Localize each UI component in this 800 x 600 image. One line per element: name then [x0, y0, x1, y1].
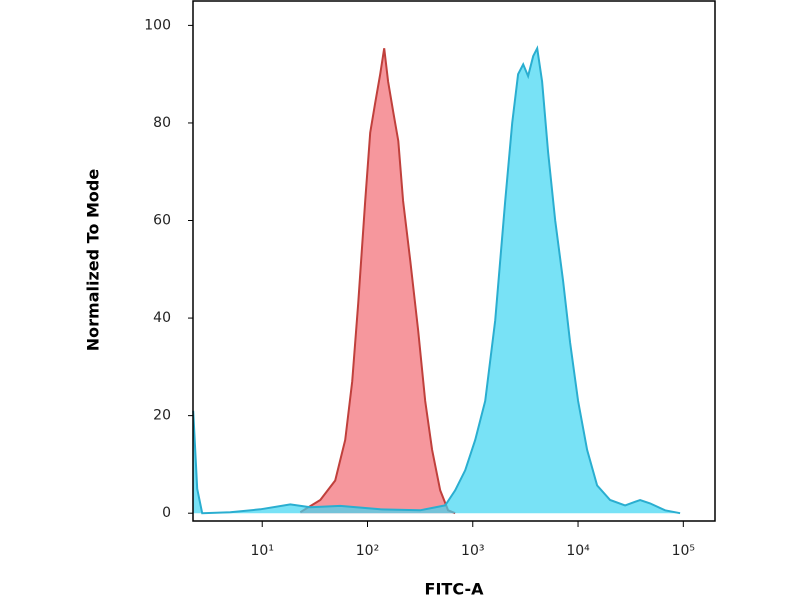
y-tick-label: 100: [144, 17, 171, 33]
x-tick-label: 10⁵: [672, 543, 695, 559]
x-tick-label: 10⁴: [566, 543, 590, 559]
histogram-area: [300, 48, 456, 514]
y-axis-title: Normalized To Mode: [84, 169, 103, 352]
x-tick-label: 10³: [461, 543, 484, 559]
y-tick-label: 20: [153, 408, 171, 424]
x-axis-title: FITC-A: [425, 580, 485, 599]
y-tick-label: 80: [153, 115, 171, 131]
x-tick-label: 10¹: [251, 543, 274, 559]
x-tick-label: 10²: [356, 543, 379, 559]
histogram-area: [193, 48, 681, 514]
histogram-outline: [192, 45, 681, 515]
plot-frame: [192, 0, 716, 522]
y-tick-label: 0: [162, 505, 171, 521]
y-tick-label: 60: [153, 213, 171, 229]
histogram-outline: [299, 48, 456, 515]
y-tick-label: 40: [153, 310, 171, 326]
